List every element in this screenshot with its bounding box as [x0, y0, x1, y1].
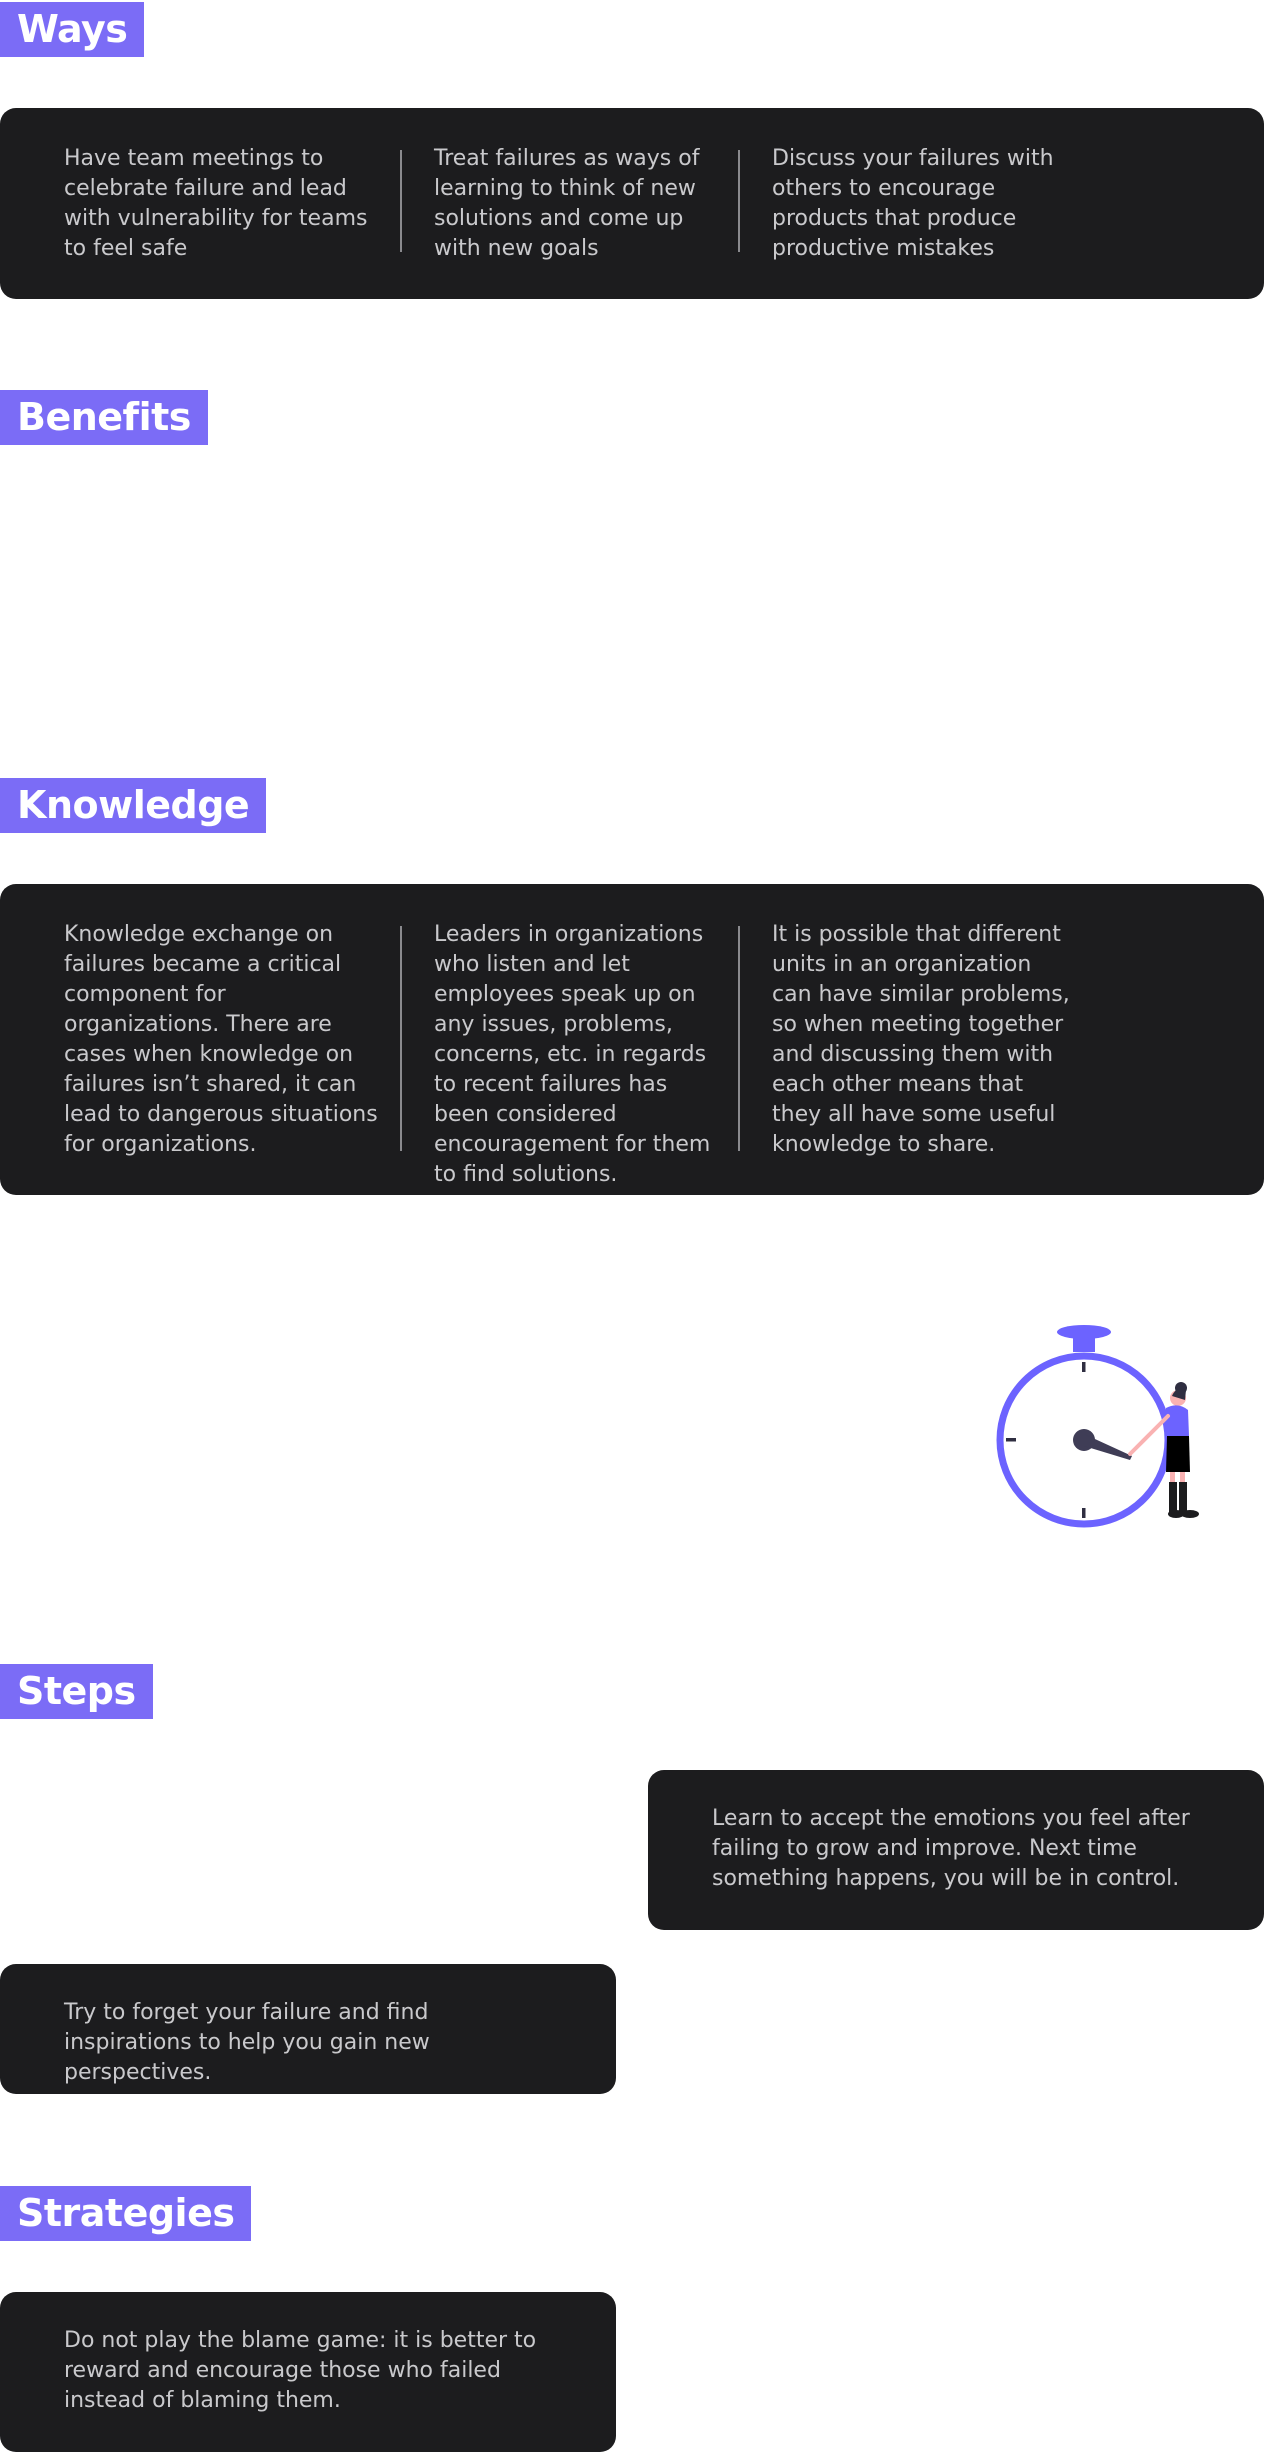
strategies-card-1: Do not play the blame game: it is better… — [0, 2292, 616, 2452]
divider — [400, 926, 402, 1151]
divider — [400, 150, 402, 252]
benefits-title: Benefits — [0, 390, 208, 445]
knowledge-item-3: It is possible that different units in a… — [772, 922, 1070, 1157]
strategies-item-1: Do not play the blame game: it is better… — [64, 2328, 537, 2413]
stopwatch-person-illustration — [990, 1320, 1210, 1540]
knowledge-item-1: Knowledge exchange on failures became a … — [64, 922, 378, 1157]
steps-title: Steps — [0, 1664, 153, 1719]
steps-item-1: Learn to accept the emotions you feel af… — [712, 1806, 1190, 1891]
ways-item-1: Have team meetings to celebrate failure … — [64, 146, 368, 261]
steps-card-1: Learn to accept the emotions you feel af… — [648, 1770, 1264, 1930]
steps-item-2: Try to forget your failure and find insp… — [64, 2000, 430, 2085]
knowledge-item-2: Leaders in organizations who listen and … — [434, 922, 711, 1187]
ways-card: Have team meetings to celebrate failure … — [0, 108, 1264, 299]
ways-item-3: Discuss your failures with others to enc… — [772, 146, 1054, 261]
divider — [738, 926, 740, 1151]
ways-title: Ways — [0, 2, 145, 57]
ways-item-2: Treat failures as ways of learning to th… — [434, 146, 700, 261]
steps-card-2: Try to forget your failure and find insp… — [0, 1964, 616, 2094]
stopwatch-icon — [996, 1325, 1199, 1528]
knowledge-title: Knowledge — [0, 778, 267, 833]
strategies-title: Strategies — [0, 2186, 252, 2241]
knowledge-card: Knowledge exchange on failures became a … — [0, 884, 1264, 1195]
divider — [738, 150, 740, 252]
